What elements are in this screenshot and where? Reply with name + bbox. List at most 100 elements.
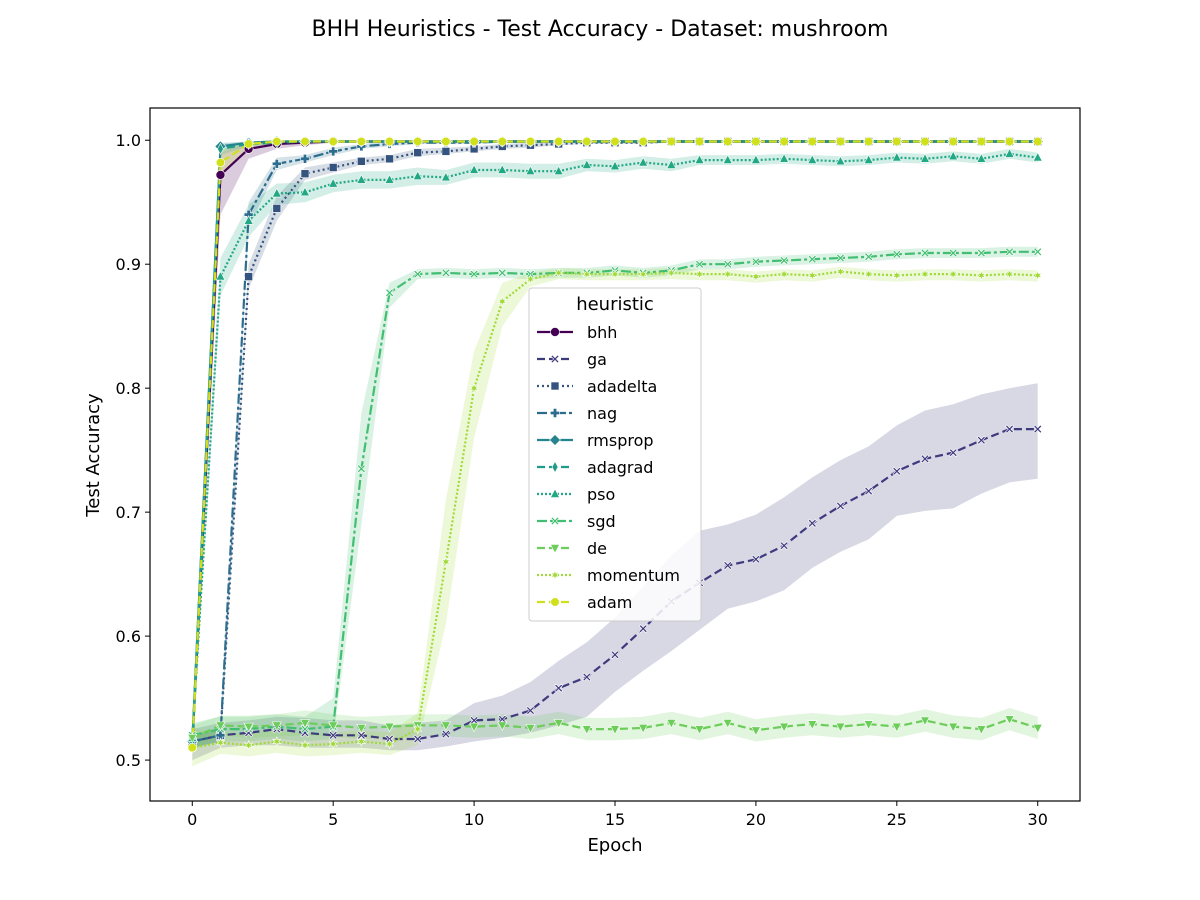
point-de (807, 720, 818, 730)
point-adam (244, 139, 254, 149)
point-sgd (948, 248, 958, 258)
point-adam (948, 137, 958, 146)
point-ga (441, 729, 451, 739)
point-nag (328, 146, 338, 157)
x-axis-ticks: 0 5 10 15 20 25 30 (187, 801, 1048, 829)
point-sgd (413, 269, 423, 279)
y-tick-label: 0.6 (116, 627, 141, 646)
point-adadelta (385, 154, 394, 164)
point-adam (864, 137, 874, 146)
point-adam (385, 137, 395, 146)
point-pso (243, 215, 254, 225)
point-momentum (694, 268, 705, 280)
point-ga (807, 518, 817, 528)
point-momentum (948, 268, 958, 280)
point-momentum (413, 723, 423, 735)
legend-label-ga: ga (587, 350, 607, 369)
point-momentum (835, 266, 846, 278)
point-de (835, 722, 846, 733)
y-tick-label: 0.9 (116, 255, 141, 274)
legend-marker-adagrad (551, 460, 559, 474)
legend-label-de: de (587, 539, 607, 558)
point-momentum (863, 268, 874, 280)
point-pso (750, 154, 761, 164)
x-tick-label: 15 (605, 810, 625, 829)
point-de (863, 720, 874, 730)
point-nag (215, 730, 226, 741)
point-momentum (779, 268, 789, 280)
point-sgd (385, 288, 394, 298)
point-pso (384, 174, 395, 184)
point-ga (864, 486, 874, 496)
point-sgd (920, 248, 930, 258)
y-tick-label: 0.8 (116, 379, 141, 398)
point-adagrad (217, 142, 224, 156)
point-adam (469, 137, 479, 146)
point-sgd (892, 249, 902, 259)
y-axis-ticks: 0.5 0.6 0.7 0.8 0.9 1.0 (116, 131, 150, 770)
point-de (243, 722, 254, 733)
point-pso (722, 154, 733, 164)
point-pso (215, 270, 226, 281)
point-pso (920, 153, 930, 163)
point-adam (582, 137, 592, 146)
legend-marker-adam (550, 597, 560, 607)
point-adadelta (300, 169, 310, 179)
point-adam (497, 137, 507, 146)
point-de (525, 724, 536, 734)
point-momentum (976, 269, 987, 281)
point-adadelta (328, 163, 338, 172)
point-de (328, 721, 339, 732)
point-momentum (525, 273, 536, 285)
point-adam (610, 137, 620, 146)
point-de (976, 725, 987, 735)
point-adam (1033, 137, 1043, 146)
point-momentum (441, 556, 451, 568)
x-tick-label: 5 (328, 810, 338, 829)
point-sgd (1033, 247, 1043, 257)
point-ga (751, 554, 761, 564)
point-ga (638, 624, 648, 634)
point-de (1004, 715, 1015, 725)
point-sgd (779, 256, 789, 265)
point-de (271, 721, 282, 732)
point-ga (1005, 424, 1014, 434)
point-momentum (328, 738, 338, 750)
point-adam (525, 137, 535, 146)
point-adam (976, 137, 986, 146)
band-adadelta (192, 140, 1038, 748)
point-momentum (356, 736, 367, 747)
point-adam (892, 137, 902, 146)
point-ga (413, 734, 423, 744)
point-ga (976, 435, 986, 445)
x-tick-label: 20 (746, 810, 766, 829)
point-ga (610, 650, 620, 660)
point-momentum (638, 268, 648, 280)
legend-label-sgd: sgd (587, 512, 616, 531)
legend-label-bhh: bhh (587, 323, 617, 342)
point-sgd (1005, 247, 1014, 257)
point-momentum (497, 296, 507, 307)
point-de (581, 725, 592, 735)
point-ga (582, 672, 592, 682)
point-pso (412, 170, 423, 180)
legend-label-nag: nag (587, 404, 617, 423)
point-sgd (751, 257, 761, 267)
point-de (440, 721, 451, 732)
point-adam (300, 137, 310, 146)
point-pso (694, 154, 705, 164)
legend-label-adagrad: adagrad (587, 458, 653, 477)
legend-marker-bhh (550, 327, 560, 337)
point-ga (526, 706, 535, 715)
point-ga (1033, 424, 1043, 434)
x-tick-label: 0 (187, 810, 197, 829)
point-adadelta (244, 272, 253, 281)
legend-label-pso: pso (587, 485, 615, 504)
point-adam (413, 137, 423, 146)
point-sgd (836, 253, 845, 263)
point-pso (1032, 151, 1043, 162)
point-de (553, 719, 564, 729)
point-pso (300, 186, 310, 197)
point-adam (441, 137, 451, 146)
